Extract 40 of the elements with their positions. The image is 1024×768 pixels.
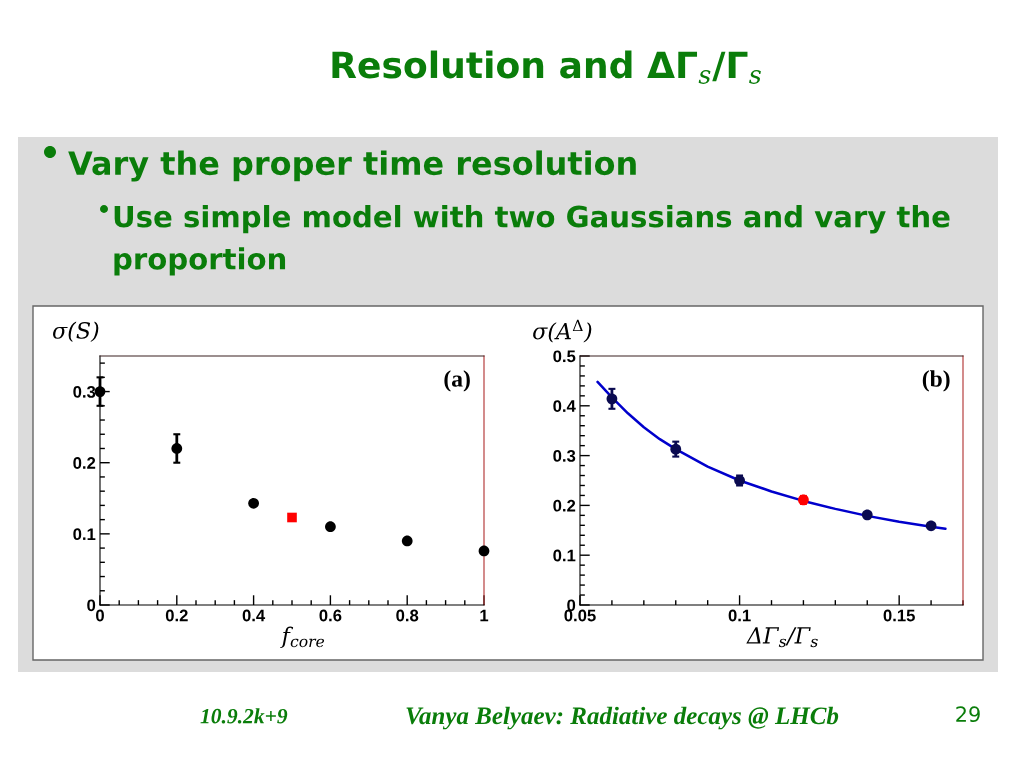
y-tick-label: 0.4 [553, 400, 576, 412]
x-axis-title: ΔΓ$_{s}$/Γ$_{s}$ [746, 627, 818, 648]
y-tick-label: 0 [567, 599, 576, 612]
y-tick-label: 0.1 [553, 549, 576, 562]
x-axis-title: f$_{core}$ [280, 626, 325, 649]
y-tick-label: 0.3 [73, 385, 96, 398]
text: 10.9.2k+9 [200, 708, 288, 724]
point [478, 545, 490, 557]
y-tick-label: 0.5 [553, 350, 576, 363]
point [401, 535, 413, 547]
text: Vanya Belyaev: Radiative decays @ LHCb [406, 706, 839, 730]
text: Vary the proper time resolution [68, 150, 636, 182]
x-tick-label: 0.2 [165, 609, 188, 622]
x-tick-label: 0.4 [242, 609, 266, 622]
annotation: (b) [922, 370, 950, 392]
point [248, 497, 259, 509]
x-tick-label: 0.8 [396, 609, 419, 622]
annotation: (a) [444, 370, 470, 392]
point [861, 509, 873, 521]
x-tick-label: 1 [480, 609, 489, 622]
text: Use simple model with two Gaussians and vary the proportion [114, 205, 950, 276]
x-tick-label: 0.15 [883, 609, 915, 622]
x-tick-label: 0.6 [319, 609, 342, 622]
point [925, 520, 937, 532]
x-tick-label: 0 [96, 609, 104, 622]
y-tick-label: 0.1 [73, 528, 96, 541]
text: Resolution and ΔΓ$_{s}$/Γ$_{s}$ [332, 50, 761, 84]
x-tick-label: 0.1 [728, 609, 751, 622]
text: 29 [956, 706, 980, 723]
point [171, 443, 183, 454]
x-tick-label: 0.05 [564, 609, 596, 622]
y-tick-label: 0.3 [553, 450, 576, 462]
point [287, 512, 297, 523]
y-axis-title: σ(S) [52, 321, 99, 342]
y-tick-label: 0.2 [553, 499, 576, 512]
point [606, 393, 618, 405]
y-axis-title: σ(A$^{Δ}$) [533, 319, 592, 343]
y-tick-label: 0 [87, 599, 96, 612]
y-tick-label: 0.2 [73, 457, 96, 469]
point [325, 521, 336, 533]
